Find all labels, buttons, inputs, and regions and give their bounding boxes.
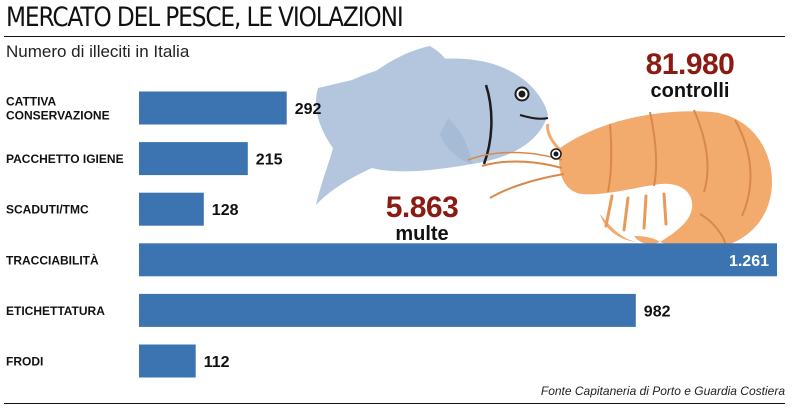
bar xyxy=(139,243,777,277)
chart-title: MERCATO DEL PESCE, LE VIOLAZIONI xyxy=(6,2,404,33)
fines-callout: 5.863 multe xyxy=(372,191,472,245)
bottom-divider xyxy=(4,403,785,404)
value-label: 112 xyxy=(204,354,230,371)
fish-illustration xyxy=(315,46,549,205)
bar xyxy=(139,91,287,125)
category-label: CONSERVAZIONE xyxy=(6,109,110,123)
bar xyxy=(139,142,248,176)
bar xyxy=(139,293,636,327)
controls-callout: 81.980 controlli xyxy=(638,48,742,102)
bar xyxy=(139,344,196,378)
controls-value: 81.980 xyxy=(645,48,735,81)
chart-subtitle: Numero di illeciti in Italia xyxy=(6,42,190,61)
bar xyxy=(139,192,204,226)
value-label: 215 xyxy=(256,152,283,169)
value-label: 1.261 xyxy=(729,253,769,270)
title-divider xyxy=(4,36,785,37)
value-label: 128 xyxy=(212,202,239,219)
category-label: CATTIVA xyxy=(6,95,57,109)
value-label: 292 xyxy=(295,101,322,118)
value-label: 982 xyxy=(644,303,671,320)
fines-value: 5.863 xyxy=(385,191,459,224)
category-label: PACCHETTO IGIENE xyxy=(6,152,124,166)
fines-label: multe xyxy=(395,223,449,245)
category-label: SCADUTI/TMC xyxy=(6,203,89,217)
source-note: Fonte Capitaneria di Porto e Guardia Cos… xyxy=(540,384,785,398)
controls-label: controlli xyxy=(650,80,730,102)
shrimp-illustration xyxy=(467,109,772,249)
category-label: ETICHETTATURA xyxy=(6,304,105,318)
category-label: FRODI xyxy=(6,355,43,369)
category-label: TRACCIABILITÀ xyxy=(6,252,99,267)
